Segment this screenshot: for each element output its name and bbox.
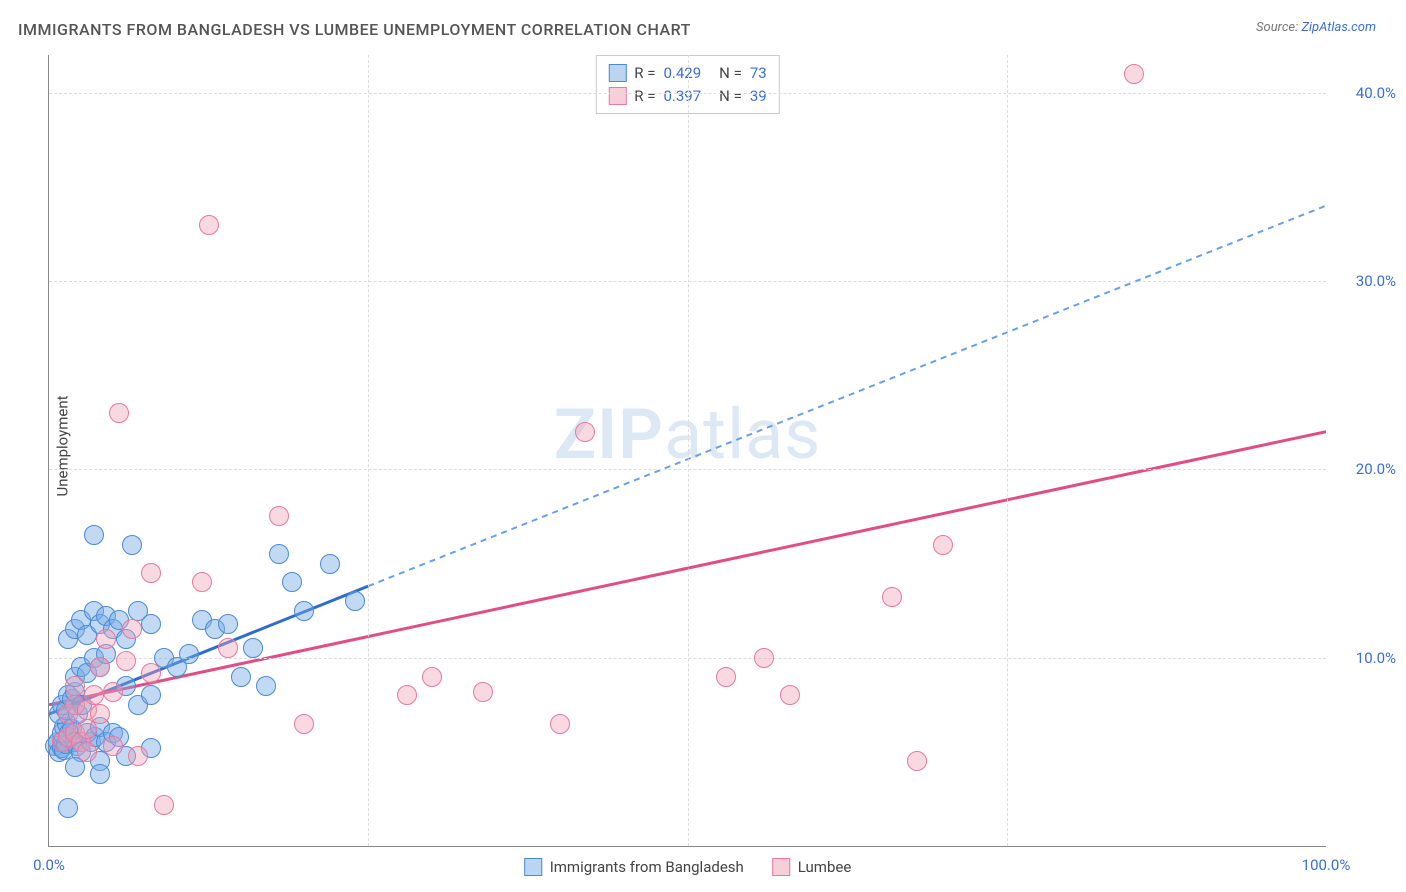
dot-pink bbox=[218, 638, 238, 658]
dot-pink bbox=[882, 587, 902, 607]
x-tick-label: 0.0% bbox=[33, 856, 65, 874]
dot-blue bbox=[320, 554, 340, 574]
dot-blue bbox=[141, 685, 161, 705]
dot-pink bbox=[575, 422, 595, 442]
legend-item-pink: Lumbee bbox=[772, 858, 852, 876]
source-label: Source: ZipAtlas.com bbox=[1256, 20, 1376, 35]
dot-pink bbox=[84, 685, 104, 705]
dot-pink bbox=[128, 746, 148, 766]
swatch-pink-icon bbox=[772, 858, 790, 876]
dot-blue bbox=[345, 591, 365, 611]
y-tick-label: 40.0% bbox=[1336, 84, 1396, 102]
dot-blue bbox=[84, 525, 104, 545]
dot-pink bbox=[65, 676, 85, 696]
dot-pink bbox=[754, 648, 774, 668]
gridline-v bbox=[368, 55, 369, 846]
dot-pink bbox=[550, 714, 570, 734]
swatch-blue-icon bbox=[524, 858, 542, 876]
chart-container: IMMIGRANTS FROM BANGLADESH VS LUMBEE UNE… bbox=[0, 0, 1406, 892]
dot-blue bbox=[58, 798, 78, 818]
dot-blue bbox=[282, 572, 302, 592]
dot-pink bbox=[422, 667, 442, 687]
x-tick-label: 100.0% bbox=[1302, 856, 1351, 874]
dot-pink bbox=[77, 742, 97, 762]
dot-blue bbox=[294, 601, 314, 621]
dot-pink bbox=[109, 403, 129, 423]
y-tick-label: 20.0% bbox=[1336, 460, 1396, 478]
dot-pink bbox=[716, 667, 736, 687]
dot-pink bbox=[933, 535, 953, 555]
plot-area: ZIPatlas R = 0.429 N = 73 R = 0.397 N = … bbox=[48, 55, 1326, 847]
dot-pink bbox=[192, 572, 212, 592]
dot-pink bbox=[294, 714, 314, 734]
dot-pink bbox=[1124, 64, 1144, 84]
legend-item-blue: Immigrants from Bangladesh bbox=[524, 858, 744, 876]
dot-pink bbox=[780, 685, 800, 705]
swatch-pink-icon bbox=[608, 87, 626, 105]
dot-pink bbox=[90, 657, 110, 677]
dot-pink bbox=[90, 704, 110, 724]
dot-blue bbox=[231, 667, 251, 687]
dot-blue bbox=[141, 614, 161, 634]
dot-blue bbox=[90, 764, 110, 784]
dot-pink bbox=[141, 663, 161, 683]
source-link[interactable]: ZipAtlas.com bbox=[1301, 20, 1376, 35]
dot-blue bbox=[179, 644, 199, 664]
swatch-blue-icon bbox=[608, 64, 626, 82]
dot-pink bbox=[907, 751, 927, 771]
dot-pink bbox=[116, 651, 136, 671]
y-tick-label: 10.0% bbox=[1336, 649, 1396, 667]
dot-pink bbox=[269, 506, 289, 526]
dot-pink bbox=[103, 682, 123, 702]
dot-blue bbox=[218, 614, 238, 634]
dot-pink bbox=[199, 215, 219, 235]
dot-pink bbox=[473, 682, 493, 702]
gridline-v bbox=[688, 55, 689, 846]
dot-blue bbox=[243, 638, 263, 658]
dot-pink bbox=[141, 563, 161, 583]
dot-blue bbox=[269, 544, 289, 564]
dot-pink bbox=[154, 795, 174, 815]
dot-pink bbox=[96, 629, 116, 649]
gridline-v bbox=[1007, 55, 1008, 846]
dot-pink bbox=[103, 736, 123, 756]
dot-blue bbox=[256, 676, 276, 696]
dot-blue bbox=[122, 535, 142, 555]
dot-pink bbox=[397, 685, 417, 705]
legend-bottom: Immigrants from Bangladesh Lumbee bbox=[524, 858, 852, 876]
chart-title: IMMIGRANTS FROM BANGLADESH VS LUMBEE UNE… bbox=[18, 20, 691, 39]
dot-pink bbox=[122, 619, 142, 639]
y-tick-label: 30.0% bbox=[1336, 272, 1396, 290]
